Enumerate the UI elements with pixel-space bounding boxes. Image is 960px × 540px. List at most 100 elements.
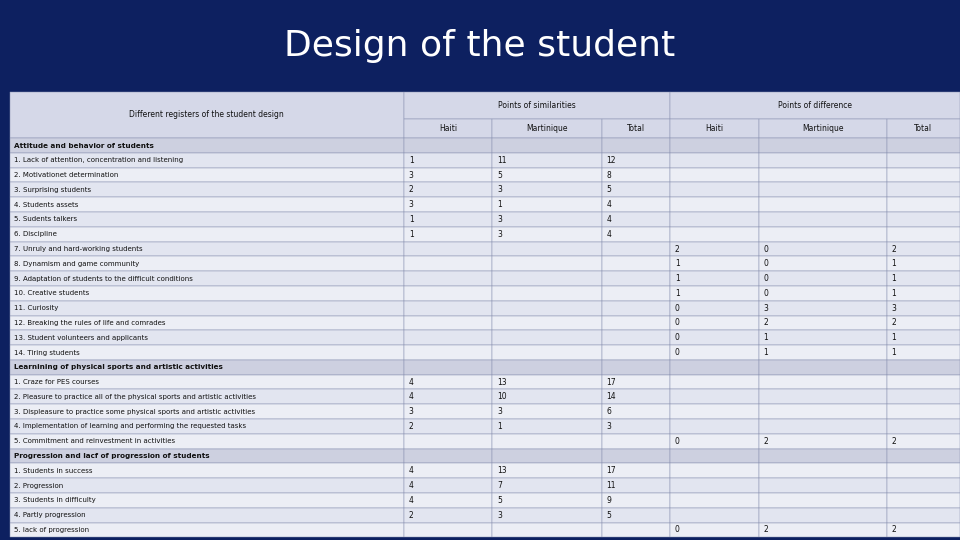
Bar [670,153,758,168]
Bar [758,227,887,241]
Text: 12: 12 [607,156,616,165]
Text: Points of difference: Points of difference [778,101,852,110]
Bar [404,478,492,493]
Bar [602,389,670,404]
Bar [602,138,670,153]
Bar [10,375,404,389]
Bar [758,168,887,183]
Bar [758,241,887,256]
Bar [670,463,758,478]
Bar [492,153,602,168]
Bar [670,256,758,271]
Bar [10,345,404,360]
Text: Haiti: Haiti [439,124,457,133]
Bar [887,119,960,138]
Text: 6: 6 [607,407,612,416]
Text: 17: 17 [607,466,616,475]
Bar [670,493,758,508]
Bar [602,227,670,241]
Bar [758,375,887,389]
Bar [404,286,492,301]
Text: 1: 1 [892,289,897,298]
Bar [887,434,960,449]
Bar [758,478,887,493]
Text: 1: 1 [497,422,502,431]
Text: 14. Tiring students: 14. Tiring students [14,349,80,355]
Text: 4: 4 [409,393,414,401]
Text: 0: 0 [763,289,768,298]
Bar [670,449,758,463]
Bar [492,375,602,389]
Bar [10,389,404,404]
Bar [602,360,670,375]
Text: Learnining of physical sports and artistic activities: Learnining of physical sports and artist… [14,364,224,370]
Bar [670,241,758,256]
Bar [404,315,492,330]
Bar [404,92,670,119]
Bar [10,271,404,286]
Text: 0: 0 [675,348,680,357]
Bar [492,119,602,138]
Bar [670,419,758,434]
Bar [492,449,602,463]
Bar [758,286,887,301]
Bar [404,241,492,256]
Bar [404,197,492,212]
Bar [887,330,960,345]
Text: 2: 2 [763,437,768,445]
Bar [602,153,670,168]
Bar [887,286,960,301]
Bar [670,212,758,227]
Text: Total: Total [914,124,932,133]
Bar [670,168,758,183]
Text: 0: 0 [763,259,768,268]
Text: 2: 2 [892,437,897,445]
Text: 5: 5 [497,496,502,505]
Bar [404,119,492,138]
Bar [10,404,404,419]
Bar [404,153,492,168]
Text: 0: 0 [675,333,680,342]
Bar [404,227,492,241]
Bar [492,389,602,404]
Bar [602,271,670,286]
Text: 4: 4 [607,230,612,239]
Bar [887,315,960,330]
Text: 1: 1 [675,289,680,298]
Bar [670,330,758,345]
Bar [404,168,492,183]
Text: 8. Dynamism and game community: 8. Dynamism and game community [14,261,139,267]
Text: 5: 5 [607,511,612,519]
Text: 17: 17 [607,377,616,387]
Text: 14: 14 [607,393,616,401]
Text: 0: 0 [675,437,680,445]
Text: 3. Displeasure to practice some physical sports and artistic activities: 3. Displeasure to practice some physical… [14,409,255,415]
Bar [670,523,758,537]
Bar [602,330,670,345]
Bar [492,212,602,227]
Bar [887,375,960,389]
Text: 11: 11 [607,481,616,490]
Bar [758,389,887,404]
Text: 3: 3 [497,185,502,194]
Bar [10,212,404,227]
Text: 2: 2 [675,245,680,253]
Bar [10,315,404,330]
Bar [758,301,887,315]
Bar [404,449,492,463]
Bar [602,119,670,138]
Text: 4: 4 [409,466,414,475]
Bar [758,419,887,434]
Bar [404,330,492,345]
Bar [10,227,404,241]
Bar [758,493,887,508]
Text: 3: 3 [409,407,414,416]
Text: 2: 2 [763,319,768,327]
Bar [10,241,404,256]
Bar [404,360,492,375]
Bar [670,315,758,330]
Text: 1: 1 [892,259,897,268]
Bar [404,404,492,419]
Bar [887,493,960,508]
Bar [492,434,602,449]
